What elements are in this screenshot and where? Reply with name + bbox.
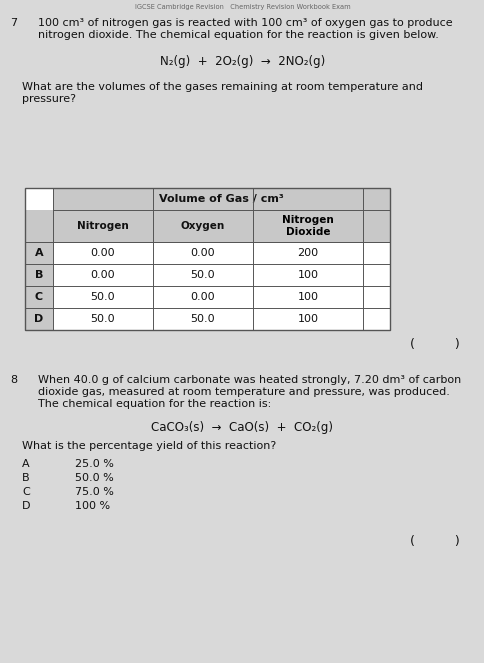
Text: CaCO₃(s)  →  CaO(s)  +  CO₂(g): CaCO₃(s) → CaO(s) + CO₂(g): [151, 421, 333, 434]
Text: Oxygen: Oxygen: [181, 221, 225, 231]
Text: 100: 100: [297, 292, 318, 302]
Text: 0.00: 0.00: [190, 248, 215, 258]
Bar: [25, 188, 389, 330]
Text: A: A: [35, 248, 43, 258]
Text: B: B: [35, 270, 43, 280]
Text: Volume of Gas / cm³: Volume of Gas / cm³: [159, 194, 283, 204]
Text: C: C: [35, 292, 43, 302]
Text: 100: 100: [297, 314, 318, 324]
Text: 100: 100: [297, 270, 318, 280]
Text: D: D: [34, 314, 44, 324]
Text: 0.00: 0.00: [91, 270, 115, 280]
Text: 7: 7: [10, 18, 17, 28]
Bar: [25, 210, 389, 242]
Text: 0.00: 0.00: [190, 292, 215, 302]
Bar: [25, 308, 53, 330]
Text: 50.0: 50.0: [190, 314, 215, 324]
Text: pressure?: pressure?: [22, 94, 76, 104]
Text: 75.0 %: 75.0 %: [75, 487, 114, 497]
Text: D: D: [22, 501, 30, 511]
Bar: [25, 188, 389, 330]
Text: dioxide gas, measured at room temperature and pressure, was produced.: dioxide gas, measured at room temperatur…: [38, 387, 449, 397]
Text: 50.0: 50.0: [190, 270, 215, 280]
Text: 0.00: 0.00: [91, 248, 115, 258]
Text: 200: 200: [297, 248, 318, 258]
Text: (          ): ( ): [409, 535, 459, 548]
Text: When 40.0 g of calcium carbonate was heated strongly, 7.20 dm³ of carbon: When 40.0 g of calcium carbonate was hea…: [38, 375, 460, 385]
Text: IGCSE Cambridge Revision   Chemistry Revision Workbook Exam: IGCSE Cambridge Revision Chemistry Revis…: [135, 4, 349, 10]
Text: nitrogen dioxide. The chemical equation for the reaction is given below.: nitrogen dioxide. The chemical equation …: [38, 30, 438, 40]
Text: What are the volumes of the gases remaining at room temperature and: What are the volumes of the gases remain…: [22, 82, 422, 92]
Text: 8: 8: [10, 375, 17, 385]
Bar: [25, 242, 53, 264]
Text: 100 cm³ of nitrogen gas is reacted with 100 cm³ of oxygen gas to produce: 100 cm³ of nitrogen gas is reacted with …: [38, 18, 452, 28]
Text: What is the percentage yield of this reaction?: What is the percentage yield of this rea…: [22, 441, 276, 451]
Text: Nitrogen
Dioxide: Nitrogen Dioxide: [282, 215, 333, 237]
Text: N₂(g)  +  2O₂(g)  →  2NO₂(g): N₂(g) + 2O₂(g) → 2NO₂(g): [160, 55, 324, 68]
Bar: [25, 286, 53, 308]
Bar: [53, 188, 389, 210]
Text: 25.0 %: 25.0 %: [75, 459, 114, 469]
Text: The chemical equation for the reaction is:: The chemical equation for the reaction i…: [38, 399, 271, 409]
Text: Nitrogen: Nitrogen: [77, 221, 129, 231]
Text: C: C: [22, 487, 30, 497]
Text: (          ): ( ): [409, 338, 459, 351]
Text: 50.0: 50.0: [91, 314, 115, 324]
Text: 50.0: 50.0: [91, 292, 115, 302]
Bar: [25, 264, 53, 286]
Text: 100 %: 100 %: [75, 501, 110, 511]
Text: A: A: [22, 459, 30, 469]
Text: 50.0 %: 50.0 %: [75, 473, 114, 483]
Text: B: B: [22, 473, 30, 483]
